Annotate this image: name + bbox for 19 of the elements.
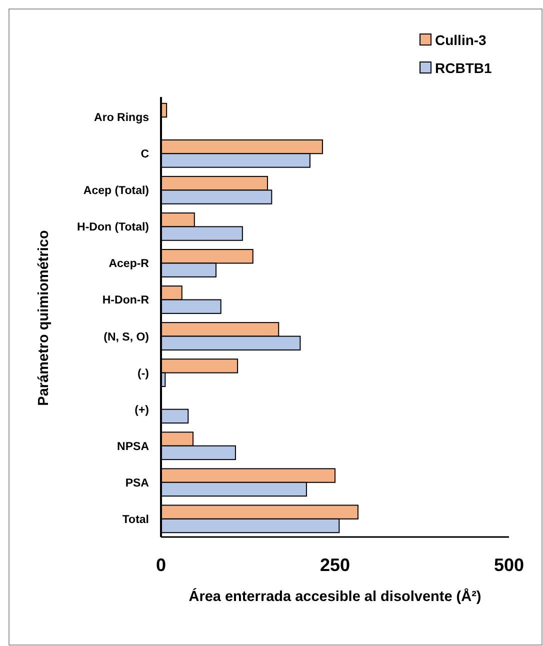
y-tick-label: Total <box>122 514 149 526</box>
legend-label: Cullin-3 <box>435 32 487 48</box>
y-axis-title: Parámetro quimiométrico <box>36 230 52 406</box>
x-tick-label: 250 <box>320 555 350 575</box>
y-tick-label: H-Don (Total) <box>77 222 150 234</box>
x-axis-title: Área enterrada accesible al disolvente (Å²) <box>188 588 482 605</box>
legend-label: RCBTB1 <box>435 60 492 76</box>
y-tick-label: (N, S, O) <box>104 331 150 344</box>
y-tick-label: (+) <box>134 404 150 416</box>
y-tick-label: Acep (Total) <box>83 185 150 198</box>
y-tick-label: Acep-R <box>108 258 150 270</box>
y-tick-label: PSA <box>125 477 149 490</box>
y-tick-label: C <box>140 148 149 161</box>
y-tick-label: Aro Rings <box>94 112 149 124</box>
x-tick-label: 500 <box>494 555 524 575</box>
y-tick-label: NPSA <box>117 440 149 453</box>
y-tick-label: H-Don-R <box>102 294 150 307</box>
x-tick-label: 0 <box>156 555 166 575</box>
y-tick-label: (-) <box>138 368 150 380</box>
